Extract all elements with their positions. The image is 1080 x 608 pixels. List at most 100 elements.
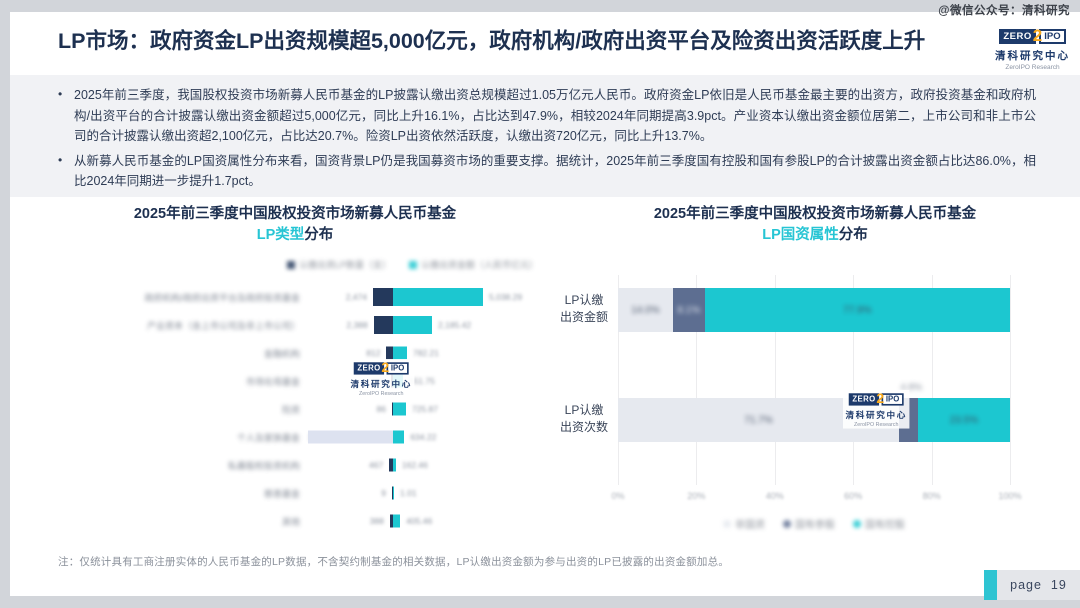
lp-type-bar-area: 388 405.46 [308,507,540,535]
segment-value: 14.0% [631,304,660,316]
gridline [853,275,855,485]
lp-type-chart-bars: 政府机构/政府出资平台及政府投资基金 2,474 5,038.29 产业资本（含上市公… [50,283,540,535]
legend-label: 认缴出资LP数量（支） [298,260,391,270]
lp-count-value: 2,388 [346,320,368,330]
report-slide: LP市场：政府资金LP出资规模超5,000亿元，政府机构/政府出资平台及险资出资… [10,12,1080,596]
lp-type-label: 政府机构/政府出资平台及政府投资基金 [144,292,300,303]
lp-type-bar-area: 10,486634.22 [308,423,540,451]
lp-amount-bar [393,430,405,444]
lp-amount-bar [393,514,401,528]
lp-type-label: 个人及家族基金 [236,432,300,443]
lp-count-value: 388 [369,516,384,526]
lp-amount-value: 782.21 [412,348,439,358]
lp-amount-bar [393,316,433,334]
lp-type-bar-area: 2,474 5,038.29 [308,283,540,311]
lp-count-bar [392,486,393,500]
logo-ipo: IPO [881,392,904,406]
axis-tick-label: 100% [998,491,1022,501]
segment-value-callout: 4.8% [900,382,923,393]
lp-ownership-chart-subtitle-accent: LP国资属性 [762,227,839,244]
page-indicator: page 19 [984,570,1080,600]
logo-name-en: ZeroIPO Research [1005,64,1060,71]
lp-ownership-row-label: LP认缴 出资次数 [559,403,608,435]
bullet-text: 2025年前三季度，我国股权投资市场新募人民币基金的LP披露认缴出资总规模超过1… [74,88,1036,143]
lp-ownership-chart-subtitle: LP国资属性分布 [555,225,1075,246]
axis-tick-label: 60% [844,491,863,501]
lp-type-chart-subtitle-accent: LP类型 [256,227,305,244]
page-number: page 19 [1010,578,1067,592]
bullet-item: • 从新募人民币基金的LP国资属性分布来看，国资背景LP仍是我国募资市场的重要支… [58,151,1036,192]
lp-type-row: 金融机构 812 782.21 [50,339,540,367]
lp-ownership-row: LP认缴 出资次数 71.7% 23.5% [560,398,1010,442]
logo-two: 2 [1032,26,1043,45]
lp-type-chart-subtitle: LP类型分布 [50,225,540,246]
lp-type-chart: 2025年前三季度中国股权投资市场新募人民币基金 LP类型分布 认缴出资LP数量… [50,204,540,552]
logo-two: 2 [381,359,390,376]
lp-type-bar-area: 9 1.01 [308,479,540,507]
lp-count-value: 812 [366,348,381,358]
lp-count-bar [373,288,393,306]
lp-type-label: 慈善基金 [263,488,300,499]
legend-item: 国有参股 [783,516,835,531]
lp-amount-value: 1.01 [400,488,417,498]
lp-ownership-chart-subtitle-suffix: 分布 [838,227,868,244]
lp-count-value: 2,474 [345,292,367,302]
logo-ipo: IPO [1039,28,1066,44]
page-title: LP市场：政府资金LP出资规模超5,000亿元，政府机构/政府出资平台及险资出资… [58,29,926,53]
logo-name-cn: 清科研究中心 [350,379,412,390]
lp-type-label: 险资 [281,404,300,415]
lp-type-chart-legend: 认缴出资LP数量（支） 认缴出资金额（人民币亿元） [286,258,538,271]
lp-type-row: 市场化母基金 293551.75 [50,367,540,395]
lp-ownership-row-label: LP认缴 出资金额 [559,293,608,325]
lp-type-bar-area: 812 782.21 [308,339,540,367]
axis-tick-label: 20% [687,491,706,501]
summary-panel: • 2025年前三季度，我国股权投资市场新募人民币基金的LP披露认缴出资总规模超… [10,75,1080,197]
segment-国有参股: 8.1% [672,288,705,332]
segment-国有控股: 77.9% [704,288,1010,332]
lp-type-label: 私募股权投资机构 [227,460,300,471]
logo-zero: ZERO [849,392,879,406]
lp-amount-value: 5,038.29 [489,292,523,302]
lp-type-row: 私募股权投资机构 467 162.46 [50,451,540,479]
logo-name-cn: 清科研究中心 [995,50,1070,62]
legend-label: 国有参股 [795,520,835,531]
gridline [931,275,933,485]
zero2ipo-logo: ZERO 2 IPO 清科研究中心 ZeroIPO Research [995,26,1070,71]
lp-type-row: 慈善基金 9 1.01 [50,479,540,507]
lp-amount-value: 725.87 [411,404,438,414]
lp-amount-bar [393,402,406,416]
segment-value: 77.9% [843,304,872,316]
lp-ownership-row: LP认缴 出资金额 14.0% 8.1% 77.9% [560,288,1010,332]
lp-type-chart-subtitle-suffix: 分布 [304,227,334,244]
page-accent-square [984,570,997,600]
lp-amount-bar [393,288,483,306]
legend-label: 非国资 [735,520,765,531]
lp-ownership-plot: 0% 20% 40% 60% 80% 100% LP认缴 出资金额 14.0% 8.1% 77.9%… [560,275,1022,501]
segment-value: 8.1% [677,304,701,316]
legend-swatch [408,260,417,269]
lp-type-row: 产业资本（含上市公司及非上市公司） 2,388 2,185.42 [50,311,540,339]
lp-ownership-chart-legend: 非国资 国有参股 国有控股 [618,516,1010,531]
lp-type-bar-area: 467 162.46 [308,451,540,479]
lp-count-bar [373,316,393,334]
segment-国有控股: 23.5% [917,398,1010,442]
bullet-marker: • [58,87,63,101]
logo-zero: ZERO [354,361,384,375]
logo-ipo: IPO [386,361,409,375]
lp-amount-value: 405.46 [406,516,433,526]
logo-name-cn: 清科研究中心 [845,410,907,421]
lp-type-row: 险资 86 725.87 [50,395,540,423]
legend-dot [723,519,731,528]
lp-count-bar [389,514,393,528]
lp-type-bar-area: 293551.75 [308,367,540,395]
lp-amount-bar [393,346,407,360]
axis-tick-label: 80% [922,491,941,501]
lp-count-bar [389,458,393,472]
zero2ipo-watermark-logo: ZERO 2 IPO 清科研究中心 ZeroIPO Research [348,359,415,398]
lp-count-bar [386,346,393,360]
lp-type-chart-title: 2025年前三季度中国股权投资市场新募人民币基金 [133,206,457,222]
lp-count-bar [308,430,393,444]
lp-type-bar-area: 86 725.87 [308,395,540,423]
lp-ownership-chart-title: 2025年前三季度中国股权投资市场新募人民币基金 [653,206,977,222]
logo-zero: ZERO [999,28,1036,44]
